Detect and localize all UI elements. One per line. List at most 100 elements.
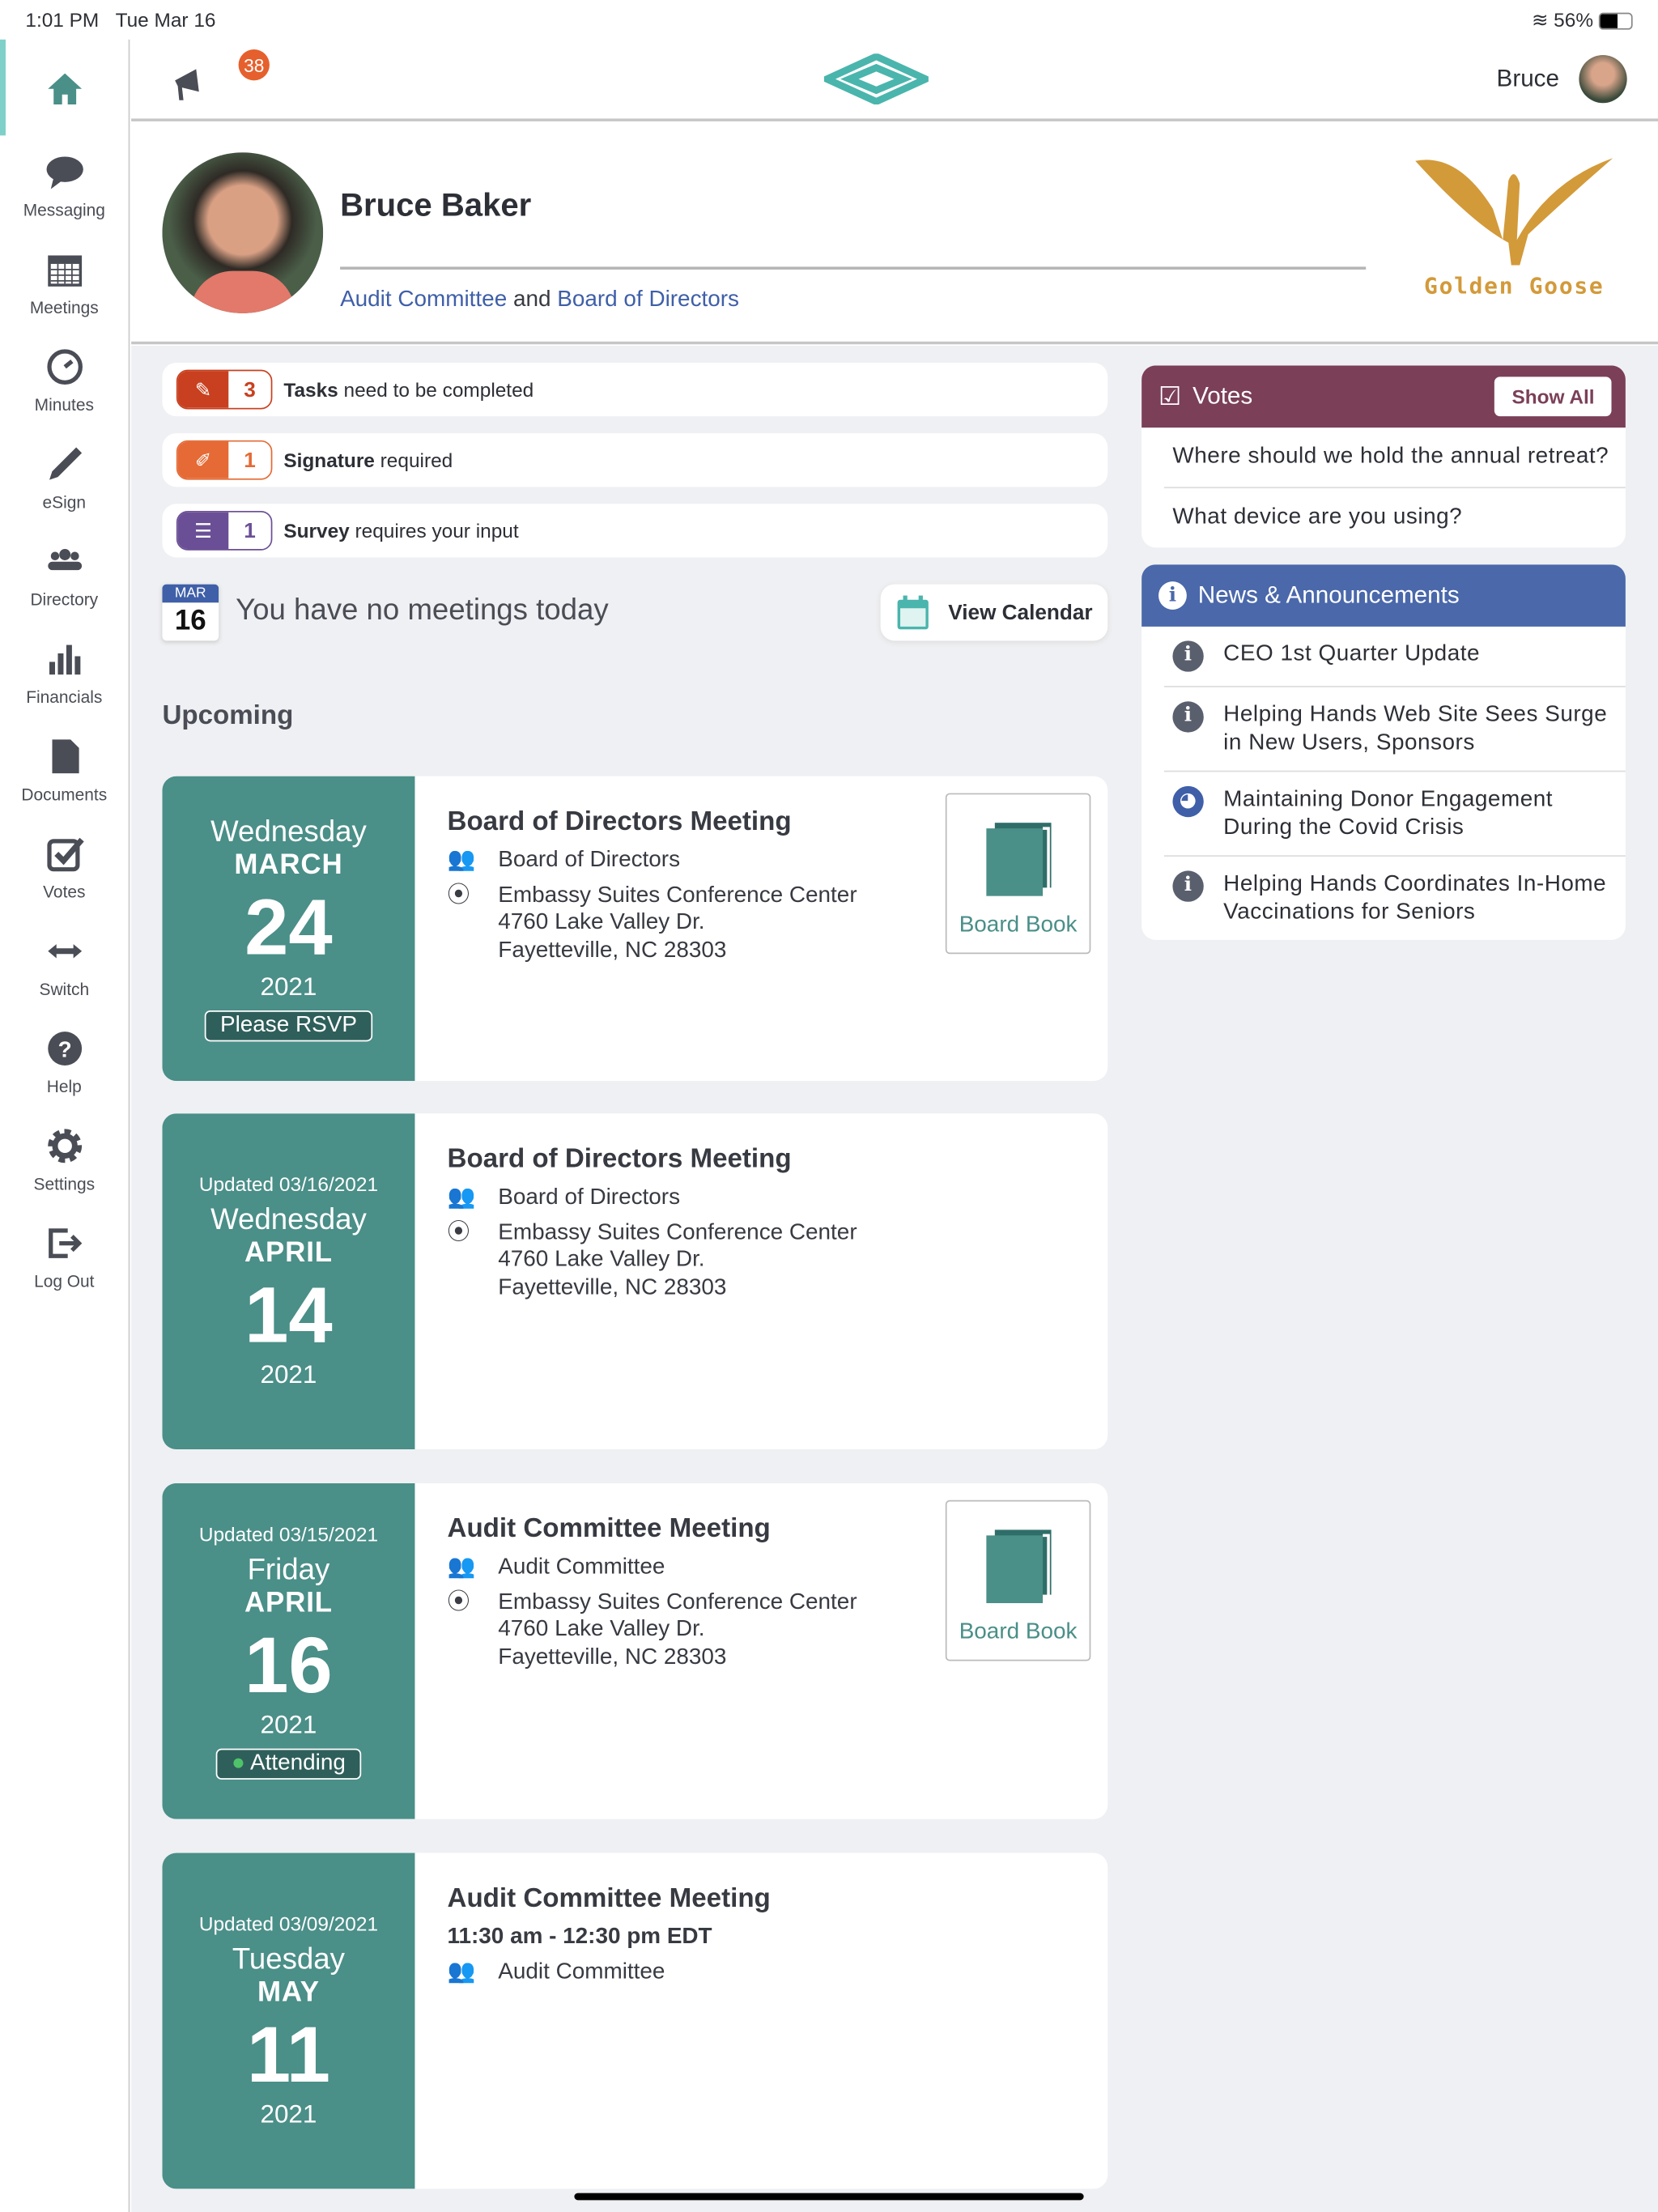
committee-link[interactable]: Audit Committee xyxy=(340,287,508,313)
wifi-icon: ≋ xyxy=(1531,8,1549,32)
sidebar-item-esign[interactable]: eSign xyxy=(0,429,129,526)
day-of-week: Tuesday xyxy=(232,1942,345,1976)
rsvp-button[interactable]: Please RSVP xyxy=(204,1010,373,1042)
news-item[interactable]: i Helping Hands Web Site Sees Surge in Ne… xyxy=(1163,687,1626,772)
sidebar-item-settings[interactable]: Settings xyxy=(0,1111,129,1208)
sidebar-item-label: Settings xyxy=(33,1173,96,1193)
meeting-date: Updated 03/16/2021 Wednesday APRIL 14 20… xyxy=(162,1113,415,1450)
top-bar: 38 Bruce xyxy=(131,40,1658,121)
task-text: required xyxy=(380,449,453,472)
info-icon: i xyxy=(1172,640,1204,672)
meeting-title: Audit Committee Meeting xyxy=(447,1883,771,1914)
app-logo xyxy=(823,53,929,104)
updated-date: Updated 03/09/2021 xyxy=(198,1912,379,1935)
sidebar-item-label: Switch xyxy=(39,978,90,999)
board-book-label: Board Book xyxy=(959,912,1078,938)
divider xyxy=(340,266,1367,270)
people-icon xyxy=(47,548,82,570)
sidebar-item-directory[interactable]: Directory xyxy=(0,526,129,623)
document-icon xyxy=(51,738,79,773)
news-title: CEO 1st Quarter Update xyxy=(1223,642,1481,666)
votes-panel: ☑ Votes Show All Where should we hold th… xyxy=(1141,365,1626,548)
calendar-icon xyxy=(897,595,929,630)
task-count: 1 xyxy=(228,441,271,479)
show-all-button[interactable]: Show All xyxy=(1494,376,1612,417)
sidebar-item-switch[interactable]: Switch xyxy=(0,916,129,1013)
list-icon: ☰ xyxy=(177,512,229,550)
task-type: Signature xyxy=(283,449,375,472)
status-bar: 1:01 PM Tue Mar 16 ≋ 56% xyxy=(0,0,1658,40)
year: 2021 xyxy=(260,1360,317,1389)
meeting-card[interactable]: Wednesday MARCH 24 2021 Please RSVP Boar… xyxy=(162,776,1108,1082)
attending-status[interactable]: ● Attending xyxy=(215,1748,362,1780)
sidebar: Messaging Meetings Minutes eSign Directory Fi… xyxy=(0,39,130,2212)
help-icon: ? xyxy=(47,1031,82,1066)
task-count: 3 xyxy=(228,371,271,408)
vote-item[interactable]: Where should we hold the annual retreat? xyxy=(1163,428,1626,489)
meeting-card[interactable]: Updated 03/16/2021 Wednesday APRIL 14 20… xyxy=(162,1113,1108,1450)
committee-link[interactable]: Board of Directors xyxy=(557,287,740,313)
meeting-group: Audit Committee xyxy=(498,1555,665,1580)
info-icon: i xyxy=(1172,701,1204,733)
meeting-card[interactable]: Updated 03/09/2021 Tuesday MAY 11 2021 A… xyxy=(162,1853,1108,2189)
year: 2021 xyxy=(260,1710,317,1739)
sidebar-item-home[interactable] xyxy=(0,40,129,137)
sidebar-item-documents[interactable]: Documents xyxy=(0,721,129,819)
info-icon: i xyxy=(1158,581,1187,610)
day-number: 11 xyxy=(246,2009,331,2099)
task-notice[interactable]: ✐ 1 Signature required xyxy=(162,433,1108,487)
board-book-button[interactable]: Board Book xyxy=(945,793,1091,955)
megaphone-icon xyxy=(175,69,199,100)
meeting-group: Board of Directors xyxy=(498,1185,681,1210)
votes-header: ☑ Votes Show All xyxy=(1141,365,1626,428)
sidebar-item-votes[interactable]: Votes xyxy=(0,819,129,916)
announcements-button[interactable]: 38 xyxy=(171,44,270,114)
clock-icon xyxy=(46,348,83,385)
sidebar-item-minutes[interactable]: Minutes xyxy=(0,332,129,429)
meeting-time: 11:30 am - 12:30 pm EDT xyxy=(447,1925,712,1950)
sidebar-item-log-out[interactable]: Log Out xyxy=(0,1208,129,1305)
day-of-week: Wednesday xyxy=(210,1203,367,1236)
news-item[interactable]: ◕ Maintaining Donor Engagement During the… xyxy=(1163,772,1626,857)
sidebar-item-meetings[interactable]: Meetings xyxy=(0,234,129,331)
sidebar-item-messaging[interactable]: Messaging xyxy=(0,137,129,234)
upcoming-heading: Upcoming xyxy=(162,701,294,731)
news-title: News & Announcements xyxy=(1197,581,1460,609)
org-name: Golden Goose xyxy=(1424,272,1605,300)
meeting-card[interactable]: Updated 03/15/2021 Friday APRIL 16 2021 … xyxy=(162,1482,1108,1819)
task-notice[interactable]: ☰ 1 Survey requires your input xyxy=(162,504,1108,558)
location-line: Embassy Suites Conference Center xyxy=(498,1219,857,1244)
location-line: Fayetteville, NC 28303 xyxy=(498,1274,727,1300)
news-item[interactable]: i CEO 1st Quarter Update xyxy=(1163,627,1626,687)
group-icon: 👥 xyxy=(447,1959,476,1984)
task-type: Tasks xyxy=(283,378,338,402)
bar-chart-icon xyxy=(49,644,80,674)
view-calendar-button[interactable]: View Calendar xyxy=(880,584,1108,641)
dashboard: ✎ 3 Tasks need to be completed ✐ 1 Signature … xyxy=(131,346,1658,2212)
location-line: Embassy Suites Conference Center xyxy=(498,883,857,907)
home-icon xyxy=(47,72,82,104)
sidebar-item-financials[interactable]: Financials xyxy=(0,623,129,721)
year: 2021 xyxy=(260,2099,317,2129)
news-panel: i News & Announcements i CEO 1st Quarter … xyxy=(1141,564,1626,940)
news-item[interactable]: i Helping Hands Coordinates In-Home Vacci… xyxy=(1164,857,1626,940)
svg-text:?: ? xyxy=(57,1036,71,1061)
task-type: Survey xyxy=(283,519,350,542)
today-day: 16 xyxy=(174,605,206,637)
location-line: Fayetteville, NC 28303 xyxy=(498,1644,727,1670)
location-pin-icon: ⦿ xyxy=(447,1589,470,1614)
user-menu[interactable]: Bruce xyxy=(1497,54,1627,104)
task-notice[interactable]: ✎ 3 Tasks need to be completed xyxy=(162,362,1108,417)
profile-header: Bruce Baker Audit Committee and Board of… xyxy=(131,121,1658,345)
news-title: Maintaining Donor Engagement During the … xyxy=(1223,787,1554,840)
board-book-button[interactable]: Board Book xyxy=(945,1499,1091,1661)
check-circle-icon: ● xyxy=(231,1751,245,1776)
avatar xyxy=(1579,54,1627,104)
sidebar-item-label: Votes xyxy=(43,881,86,901)
meeting-group: Audit Committee xyxy=(498,1959,665,1984)
sidebar-item-help[interactable]: ? Help xyxy=(0,1013,129,1110)
and-text: and xyxy=(512,287,551,313)
vote-item[interactable]: What device are you using? xyxy=(1172,504,1463,530)
location-line: Fayetteville, NC 28303 xyxy=(498,938,727,962)
